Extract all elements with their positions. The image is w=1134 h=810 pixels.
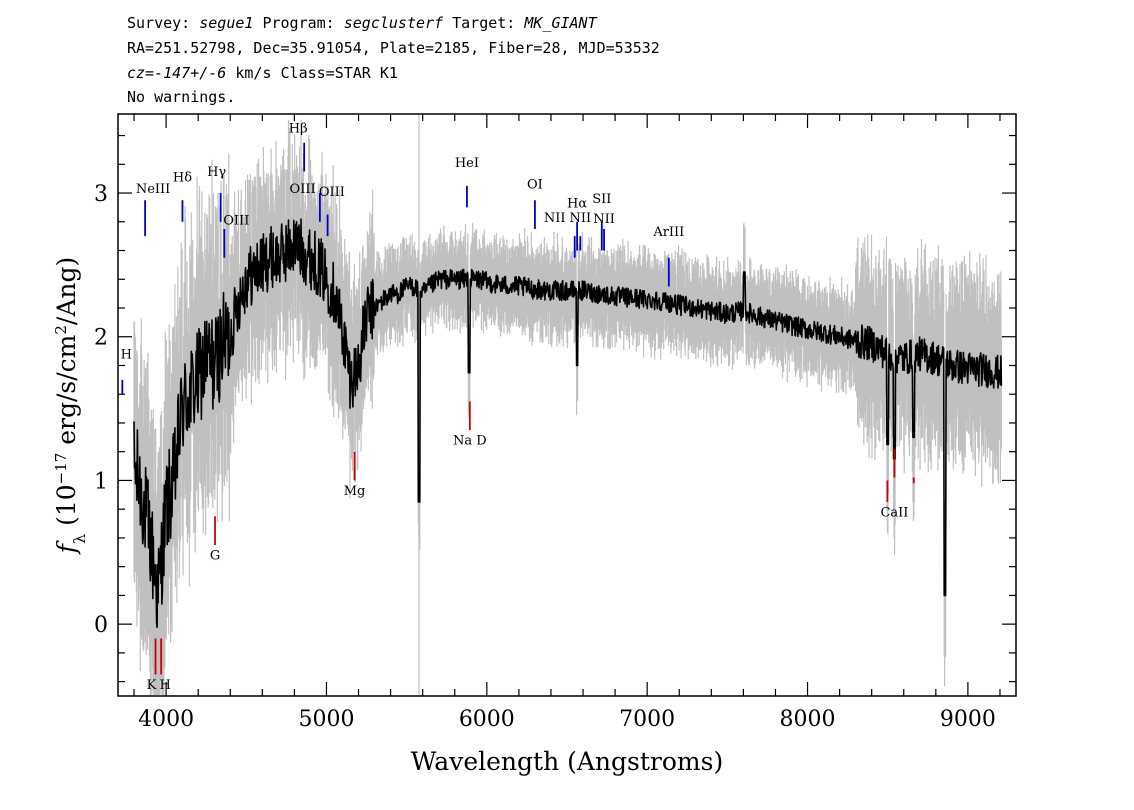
header-line-survey: Survey: segue1 Program: segclusterf Targ… — [127, 14, 598, 32]
line-label-12: NII — [569, 211, 591, 226]
line-label-6: OIII — [319, 185, 345, 200]
line-label-14: NII — [593, 212, 615, 227]
y-tick-label: 2 — [94, 326, 108, 351]
line-label-1: NeIII — [136, 182, 170, 197]
header-line-redshift: cz=-147+/-6 km/s Class=STAR K1 — [127, 64, 398, 82]
plot-frame — [117, 113, 1017, 697]
line-label-3: Hγ — [207, 165, 226, 180]
y-tick-label: 3 — [94, 182, 108, 207]
line-label-13: SII — [592, 192, 611, 207]
line-label-20: Na D — [453, 434, 487, 449]
x-axis-title: Wavelength (Angstroms) — [411, 747, 723, 776]
x-tick-label: 7000 — [619, 707, 675, 732]
line-label-19: Mg — [344, 484, 366, 499]
x-tick-label: 9000 — [940, 707, 996, 732]
x-tick-label: 6000 — [459, 707, 515, 732]
x-tick-label: 5000 — [298, 707, 354, 732]
line-label-16: K — [147, 678, 157, 693]
x-tick-label: 8000 — [780, 707, 836, 732]
line-label-10: NII — [544, 211, 566, 226]
line-label-18: G — [210, 548, 220, 563]
y-tick-label: 0 — [94, 613, 108, 638]
y-tick-label: 1 — [94, 469, 108, 494]
header-line-coords: RA=251.52798, Dec=35.91054, Plate=2185, … — [127, 39, 660, 57]
line-label-2: Hδ — [173, 171, 192, 186]
line-label-7: OIII — [290, 182, 316, 197]
axis-ticks: 4000 5000 6000 7000 8000 9000 0 1 2 3 — [94, 114, 1016, 732]
header-info: Survey: segue1 Program: segclusterf Targ… — [127, 14, 660, 106]
line-label-9: OI — [527, 178, 543, 193]
plot-axes — [117, 113, 1017, 697]
x-tick-label: 4000 — [138, 707, 194, 732]
line-label-8: HeI — [455, 156, 479, 171]
line-label-0: H — [121, 347, 132, 362]
line-label-22: CaII — [880, 505, 908, 520]
line-label-17: H — [159, 678, 170, 693]
line-label-4: OIII — [223, 214, 249, 229]
flux-path — [133, 218, 1003, 629]
line-label-5: Hβ — [289, 122, 308, 137]
line-label-11: Hα — [567, 196, 587, 211]
line-label-15: ArIII — [652, 225, 684, 240]
flux-series — [133, 218, 1003, 629]
header-line-warnings: No warnings. — [127, 88, 235, 106]
y-axis-title: fλ (10−17 erg/s/cm2/Ang) — [52, 257, 89, 556]
